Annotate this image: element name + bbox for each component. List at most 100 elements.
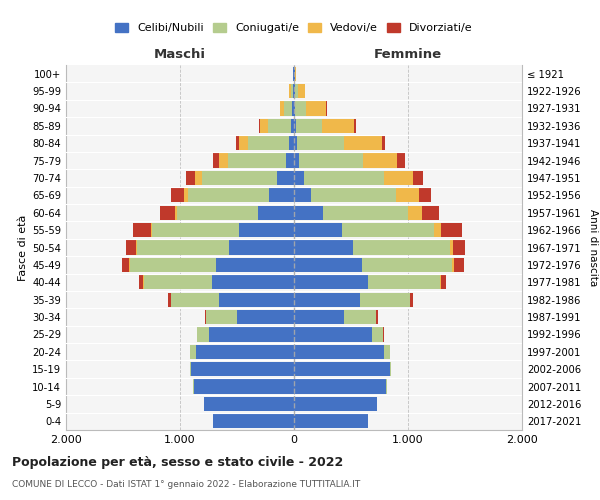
Bar [410, 292, 413, 307]
Bar [212, 275, 294, 289]
Bar [204, 397, 294, 411]
Bar [322, 118, 354, 133]
Text: Popolazione per età, sesso e stato civile - 2022: Popolazione per età, sesso e stato civil… [12, 456, 343, 469]
Bar [284, 102, 292, 116]
Bar [298, 84, 305, 98]
Bar [304, 171, 384, 185]
Bar [175, 206, 176, 220]
Bar [219, 292, 294, 307]
Bar [371, 328, 383, 342]
Bar [294, 275, 368, 289]
Bar [452, 258, 454, 272]
Bar [422, 206, 439, 220]
Bar [190, 362, 191, 376]
Bar [133, 223, 151, 237]
Bar [294, 154, 299, 168]
Bar [202, 171, 277, 185]
Bar [196, 171, 202, 185]
Bar [454, 258, 464, 272]
Bar [269, 188, 294, 202]
Bar [260, 118, 268, 133]
Bar [294, 362, 390, 376]
Bar [294, 328, 371, 342]
Bar [362, 258, 452, 272]
Bar [396, 188, 419, 202]
Bar [323, 206, 408, 220]
Bar [295, 66, 296, 81]
Bar [126, 240, 136, 254]
Text: COMUNE DI LECCO - Dati ISTAT 1° gennaio 2022 - Elaborazione TUTTITALIA.IT: COMUNE DI LECCO - Dati ISTAT 1° gennaio … [12, 480, 360, 489]
Bar [353, 240, 450, 254]
Bar [196, 344, 294, 359]
Bar [376, 310, 377, 324]
Bar [294, 223, 342, 237]
Bar [294, 240, 353, 254]
Bar [130, 258, 217, 272]
Bar [229, 240, 294, 254]
Bar [384, 344, 390, 359]
Bar [297, 136, 344, 150]
Bar [294, 397, 377, 411]
Bar [289, 136, 294, 150]
Bar [277, 171, 294, 185]
Bar [294, 171, 304, 185]
Bar [419, 188, 431, 202]
Bar [289, 84, 291, 98]
Legend: Celibi/Nubili, Coniugati/e, Vedovi/e, Divorziati/e: Celibi/Nubili, Coniugati/e, Vedovi/e, Di… [112, 20, 476, 36]
Bar [440, 275, 441, 289]
Bar [397, 154, 404, 168]
Bar [305, 102, 326, 116]
Bar [190, 344, 196, 359]
Bar [197, 328, 209, 342]
Bar [171, 188, 184, 202]
Bar [213, 414, 294, 428]
Bar [186, 171, 196, 185]
Text: Femmine: Femmine [374, 48, 442, 62]
Bar [290, 118, 294, 133]
Bar [291, 84, 293, 98]
Bar [280, 102, 284, 116]
Bar [217, 258, 294, 272]
Bar [176, 206, 257, 220]
Bar [294, 136, 297, 150]
Bar [294, 188, 311, 202]
Bar [408, 206, 422, 220]
Bar [294, 102, 295, 116]
Bar [354, 118, 356, 133]
Bar [239, 136, 248, 150]
Bar [237, 310, 294, 324]
Bar [137, 240, 229, 254]
Bar [268, 118, 290, 133]
Text: Maschi: Maschi [154, 48, 206, 62]
Bar [311, 188, 396, 202]
Bar [151, 223, 239, 237]
Bar [236, 136, 239, 150]
Bar [191, 362, 294, 376]
Bar [257, 206, 294, 220]
Bar [228, 154, 286, 168]
Bar [294, 206, 323, 220]
Bar [294, 258, 362, 272]
Bar [450, 240, 453, 254]
Bar [294, 118, 296, 133]
Bar [294, 292, 360, 307]
Bar [296, 118, 322, 133]
Bar [434, 223, 441, 237]
Bar [239, 223, 294, 237]
Bar [205, 310, 206, 324]
Bar [160, 206, 175, 220]
Bar [344, 136, 382, 150]
Bar [344, 310, 376, 324]
Bar [294, 380, 386, 394]
Bar [293, 84, 294, 98]
Bar [360, 292, 410, 307]
Bar [384, 171, 413, 185]
Bar [294, 344, 384, 359]
Bar [259, 118, 260, 133]
Bar [368, 275, 440, 289]
Bar [363, 154, 397, 168]
Bar [441, 223, 461, 237]
Bar [209, 328, 294, 342]
Bar [342, 223, 434, 237]
Bar [213, 154, 220, 168]
